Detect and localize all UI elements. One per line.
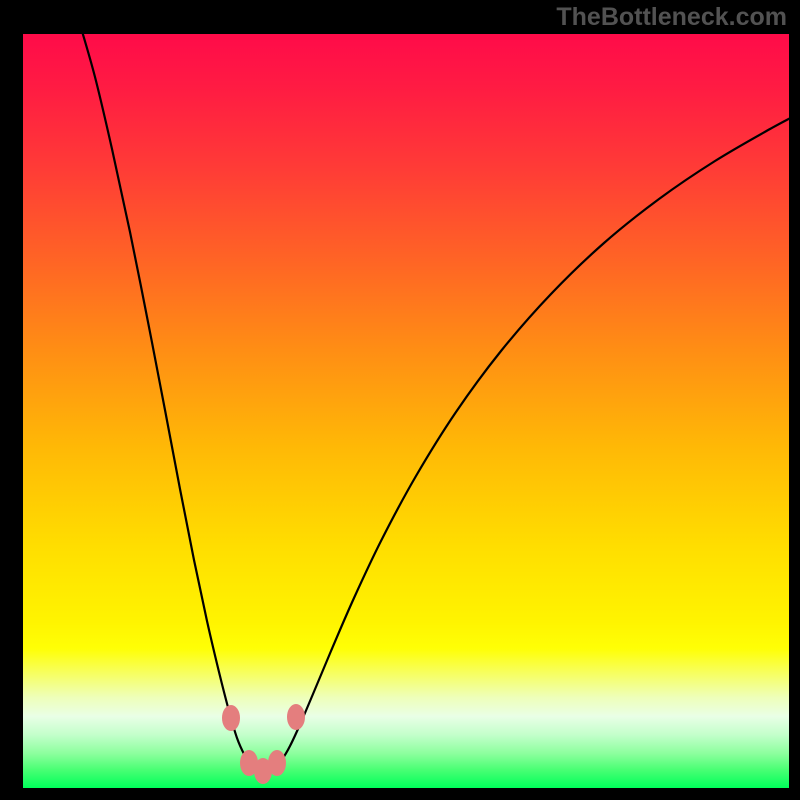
curve-marker — [288, 705, 305, 730]
curve-marker — [269, 751, 286, 776]
plot-area — [23, 34, 789, 788]
gradient-background — [23, 34, 789, 788]
curve-marker — [223, 706, 240, 731]
chart-svg — [0, 0, 800, 800]
watermark-label: TheBottleneck.com — [556, 3, 787, 32]
